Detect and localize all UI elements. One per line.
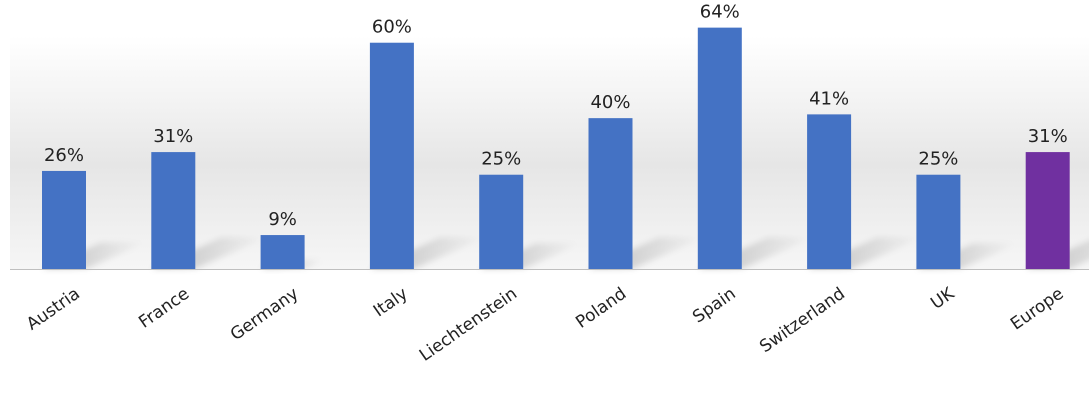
bar-france xyxy=(151,152,196,269)
x-tick-spain: Spain xyxy=(689,284,739,328)
bar-uk xyxy=(916,174,961,269)
bar-liechtenstein xyxy=(479,174,524,269)
x-tick-labels: Austria France Germany Italy Liechtenstein Po… xyxy=(23,283,1067,365)
value-label-germany: 9% xyxy=(268,209,297,230)
value-label-uk: 25% xyxy=(918,149,958,170)
bar-switzerland xyxy=(807,114,852,269)
value-label-poland: 40% xyxy=(590,92,630,113)
x-tick-switzerland: Switzerland xyxy=(756,284,849,357)
bar-poland xyxy=(588,118,633,270)
bars xyxy=(42,27,1070,270)
value-label-liechtenstein: 25% xyxy=(481,149,521,170)
x-tick-poland: Poland xyxy=(572,284,630,333)
bar-europe xyxy=(1025,152,1070,269)
value-label-spain: 64% xyxy=(700,2,740,23)
bar-italy xyxy=(369,42,414,269)
bar-germany xyxy=(260,235,305,269)
value-label-france: 31% xyxy=(153,126,193,147)
value-label-europe: 31% xyxy=(1028,126,1068,147)
x-tick-germany: Germany xyxy=(227,284,302,345)
x-tick-europe: Europe xyxy=(1007,284,1067,335)
x-tick-liechtenstein: Liechtenstein xyxy=(416,284,521,366)
x-tick-italy: Italy xyxy=(370,284,412,322)
x-tick-france: France xyxy=(135,284,193,333)
x-tick-uk: UK xyxy=(927,283,958,313)
value-label-italy: 60% xyxy=(372,17,412,38)
bar-austria xyxy=(42,170,86,269)
bar-spain xyxy=(697,27,742,269)
value-labels: 26% 31% 9% 60% 25% 40% 64% 41% 25% 31% xyxy=(44,2,1068,230)
value-label-switzerland: 41% xyxy=(809,88,849,109)
x-tick-austria: Austria xyxy=(23,284,84,335)
value-label-austria: 26% xyxy=(44,145,84,166)
